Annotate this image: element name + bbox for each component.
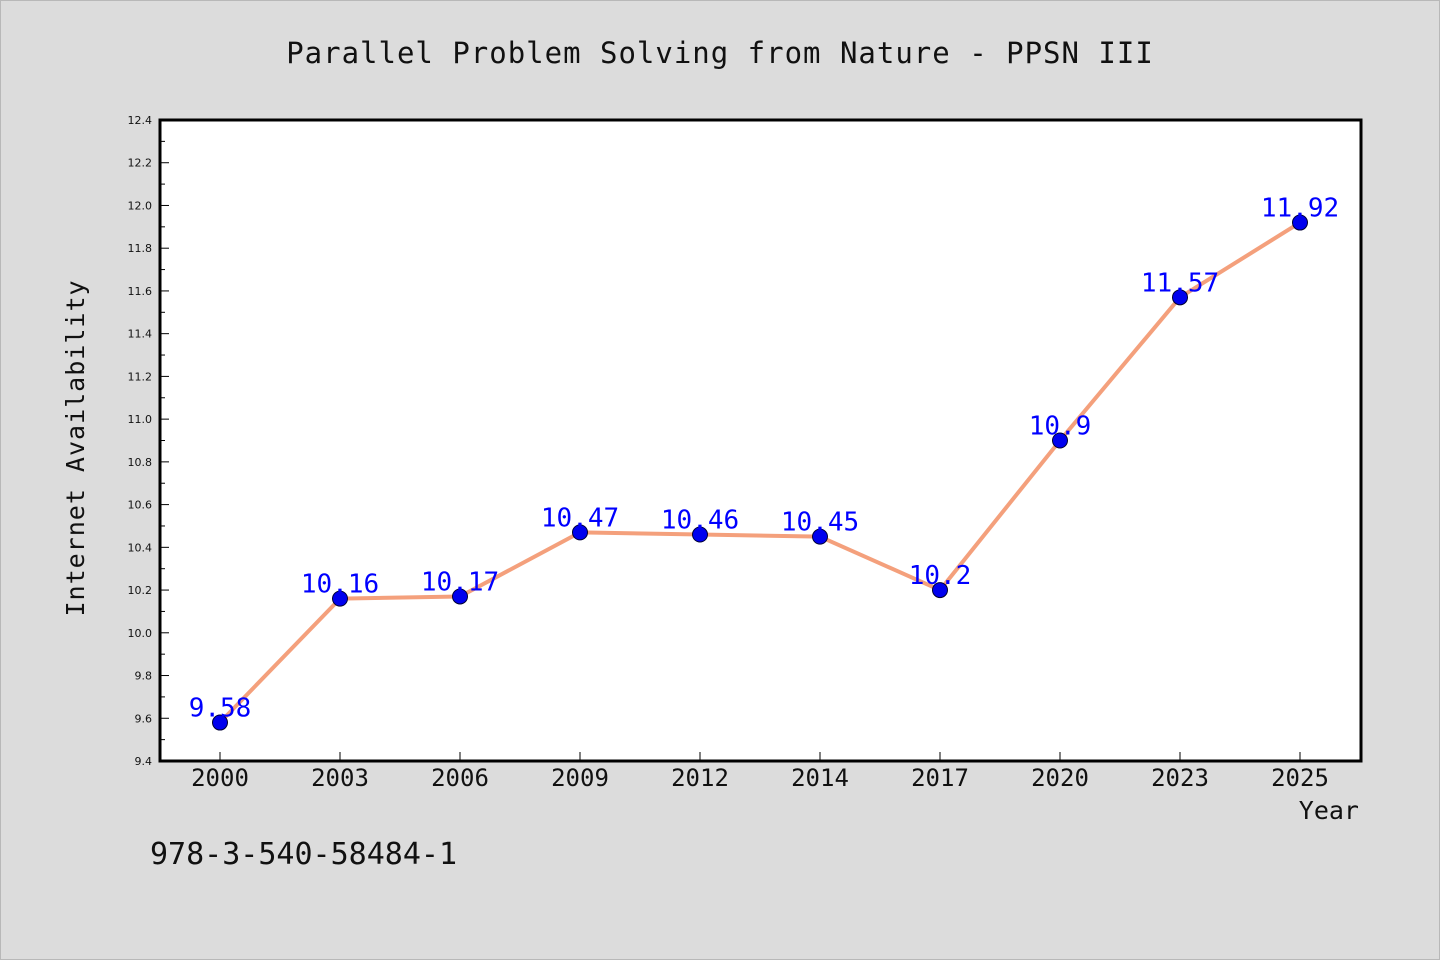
series-line xyxy=(218,220,1302,725)
y-tick-label: 12.2 xyxy=(128,157,153,170)
data-label: 10.16 xyxy=(301,570,379,600)
data-labels: 9.58 10.16 10.17 10.47 10.46 10.45 10.2 10.9 11.… xyxy=(189,194,1339,724)
x-axis-ticks: 2000 2003 2006 2009 2012 2014 2017 2020 2023 2025 xyxy=(191,752,1329,792)
data-point xyxy=(1172,289,1188,306)
x-tick-label: 2014 xyxy=(791,764,849,792)
isbn-note: 978-3-540-58484-1 xyxy=(150,837,457,872)
data-label: 10.45 xyxy=(781,508,859,538)
data-point xyxy=(1052,432,1068,449)
y-tick-label: 10.6 xyxy=(128,499,153,512)
y-tick-label: 10.8 xyxy=(128,456,153,469)
data-point xyxy=(692,526,708,543)
data-point xyxy=(932,582,948,599)
x-tick-label: 2006 xyxy=(431,764,489,792)
data-label: 10.2 xyxy=(909,561,972,591)
y-axis-label: Internet Availability xyxy=(61,279,90,616)
y-tick-label: 10.0 xyxy=(128,627,153,640)
x-tick-label: 2025 xyxy=(1271,764,1329,792)
plot-area xyxy=(158,118,1363,763)
data-label: 10.17 xyxy=(421,567,499,597)
data-label: 11.57 xyxy=(1141,268,1219,298)
data-label: 10.47 xyxy=(541,503,619,533)
y-tick-label: 12.4 xyxy=(128,114,153,127)
y-tick-label: 11.2 xyxy=(128,370,153,383)
data-label: 9.58 xyxy=(189,694,252,724)
data-point xyxy=(572,524,588,541)
x-tick-label: 2020 xyxy=(1031,764,1089,792)
chart-title: Parallel Problem Solving from Nature - P… xyxy=(286,36,1154,70)
data-point xyxy=(332,590,348,607)
y-tick-label: 10.4 xyxy=(128,541,153,554)
y-tick-label: 11.0 xyxy=(128,413,153,426)
x-tick-label: 2000 xyxy=(191,764,249,792)
data-point xyxy=(212,714,228,731)
x-tick-label: 2017 xyxy=(911,764,969,792)
data-label: 10.9 xyxy=(1029,412,1092,442)
y-tick-label: 10.2 xyxy=(128,584,153,597)
data-markers xyxy=(212,214,1308,731)
x-tick-label: 2003 xyxy=(311,764,369,792)
y-tick-label: 11.4 xyxy=(128,328,153,341)
x-tick-label: 2023 xyxy=(1151,764,1209,792)
data-label: 10.46 xyxy=(661,506,739,536)
y-tick-label: 9.8 xyxy=(135,670,153,683)
data-point xyxy=(1292,214,1308,231)
y-axis-ticks: 9.4 9.6 9.8 10.0 10.2 10.4 10.6 10.8 11.0 11.2 11.… xyxy=(128,114,169,768)
x-tick-label: 2009 xyxy=(551,764,609,792)
x-axis-label: Year xyxy=(1299,796,1359,825)
data-point xyxy=(452,588,468,605)
y-tick-label: 9.6 xyxy=(135,712,153,725)
data-label: 11.92 xyxy=(1261,194,1339,224)
x-tick-label: 2012 xyxy=(671,764,729,792)
y-tick-label: 12.0 xyxy=(128,199,153,212)
y-tick-label: 11.8 xyxy=(128,242,153,255)
y-tick-label: 11.6 xyxy=(128,285,153,298)
data-point xyxy=(812,528,828,545)
y-tick-label: 9.4 xyxy=(135,755,153,768)
